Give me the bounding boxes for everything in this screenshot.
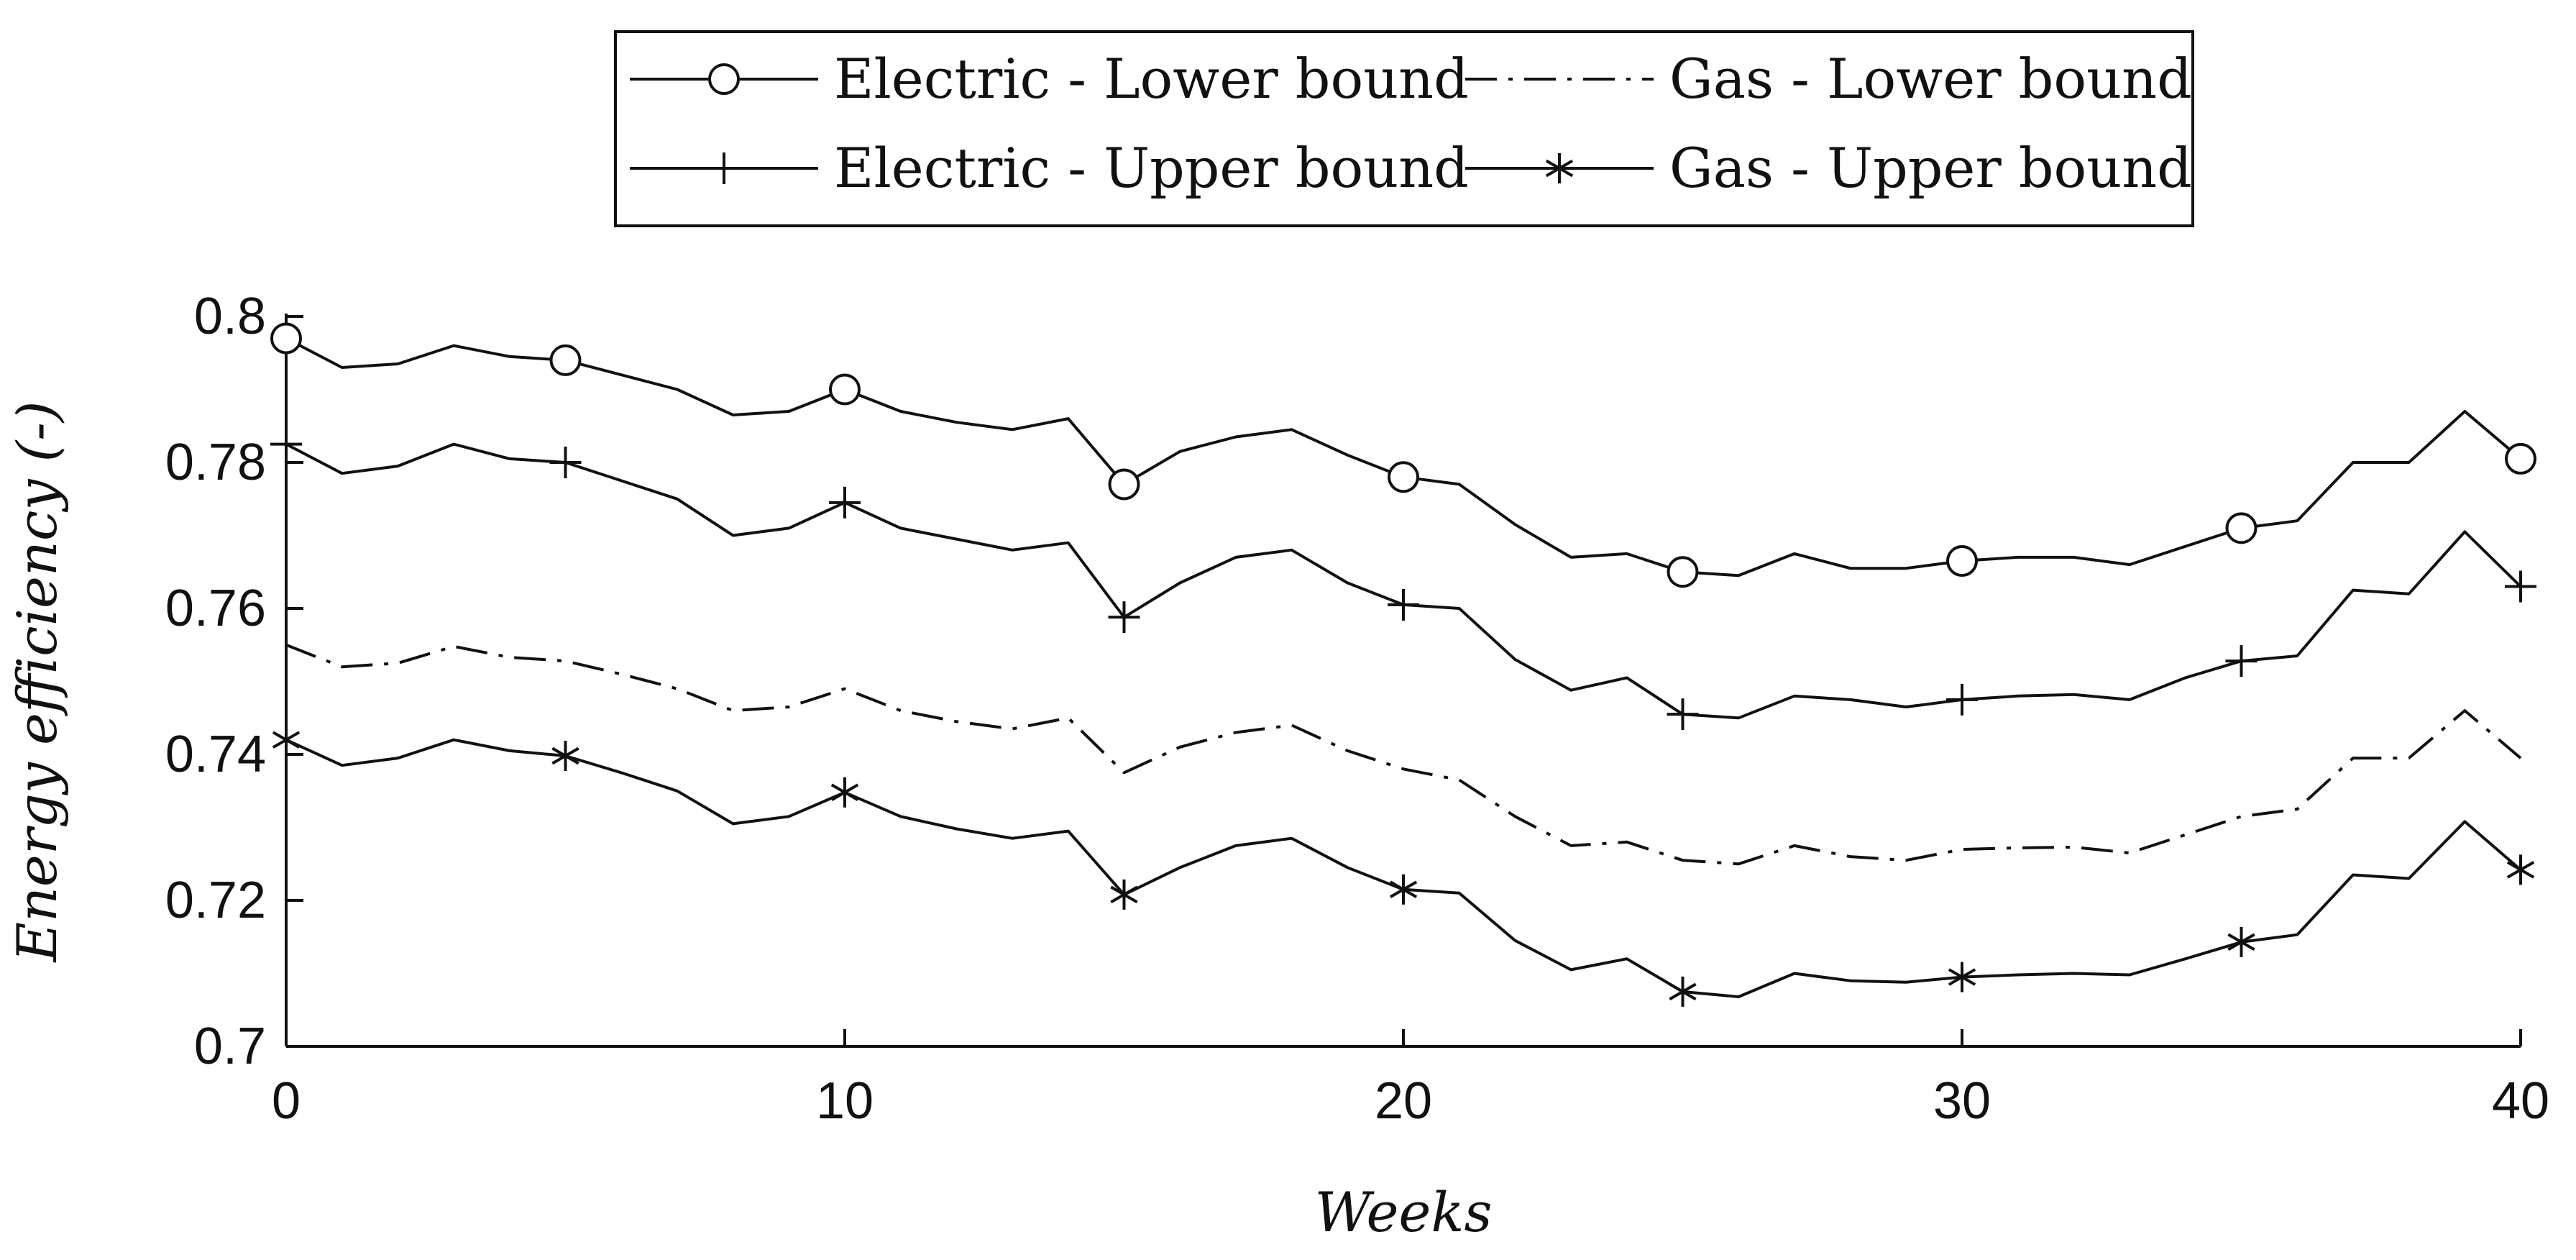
marker-circle-shape [1946,545,1978,578]
y-tick-label-3: 0.76 [165,580,266,637]
legend: Electric - Lower bound Gas - Lower bound E… [614,30,2194,227]
legend-marker-electric-upper-bound [708,152,740,184]
legend-label-electric-upper-bound: Electric - Upper bound [834,136,1469,200]
legend-label-gas-lower-bound: Gas - Lower bound [1669,47,2192,111]
data-point-electric-lower-bound-5 [549,344,582,376]
marker-asterisk-stroke-2 [1110,885,1138,904]
data-point-electric-lower-bound-30 [1946,545,1978,578]
data-point-electric-lower-bound-10 [829,373,861,406]
marker-circle-shape [829,373,861,406]
series-gas-lower-bound [285,643,2522,866]
legend-marker-gas-upper-bound [1545,153,1574,183]
marker-asterisk-stroke-2 [1948,968,1976,986]
x-tick-label-3: 30 [1933,1072,1991,1130]
marker-circle-shape [270,322,302,355]
series-gas-upper-bound [272,724,2535,1007]
axes: 0.7 0.72 0.74 0.76 0.78 0.8 0 10 20 30 40 [165,288,2549,1130]
data-point-gas-upper-bound-15 [1110,879,1138,910]
legend-entry-electric-lower-bound: Electric - Lower bound [630,47,1469,111]
y-axis-title: Energy efficiency (-) [5,401,69,963]
legend-entry-electric-upper-bound: Electric - Upper bound [630,136,1469,200]
data-point-electric-lower-bound-20 [1388,461,1419,493]
marker-asterisk-stroke-2 [1389,880,1418,899]
axis-titles: Weeks Energy efficiency (-) [5,401,1492,1244]
y-tick-label-1: 0.72 [165,872,266,929]
legend-box [614,30,2194,227]
legend-entry-gas-upper-bound: Gas - Upper bound [1465,136,2192,200]
data-point-gas-upper-bound-5 [551,741,579,772]
data-point-gas-upper-bound-20 [1389,874,1418,905]
data-point-electric-lower-bound-40 [2505,442,2536,475]
marker-asterisk-stroke-2 [2506,861,2535,879]
x-tick-label-2: 20 [1375,1072,1432,1130]
y-tick-label-4: 0.78 [165,434,266,491]
x-tick-label-4: 40 [2492,1072,2549,1130]
series-electric-upper-bound [270,428,2536,731]
marker-circle-shape [1388,461,1419,493]
legend-entry-gas-lower-bound: Gas - Lower bound [1465,47,2192,111]
y-tick-label-2: 0.74 [165,726,266,783]
marker-asterisk-stroke-2 [1545,159,1574,178]
marker-asterisk-stroke-2 [272,731,301,749]
x-tick-label-0: 0 [272,1072,301,1130]
data-point-electric-upper-bound-40 [2505,570,2536,603]
y-tick-label-0: 0.7 [194,1018,266,1075]
marker-asterisk-stroke-2 [830,783,859,802]
series-layer [270,322,2536,1007]
series-line-gas-lower-bound [285,643,2522,866]
marker-circle-shape [549,344,582,376]
legend-marker-electric-lower-bound [708,63,740,95]
data-point-electric-upper-bound-0 [270,428,302,460]
marker-circle-shape [708,63,740,95]
data-point-electric-lower-bound-35 [2225,512,2258,544]
data-point-gas-upper-bound-10 [830,777,859,808]
data-point-electric-upper-bound-15 [1108,601,1140,634]
data-point-electric-upper-bound-20 [1388,588,1419,621]
x-tick-label-1: 10 [816,1072,874,1130]
legend-label-electric-lower-bound: Electric - Lower bound [834,47,1469,111]
data-point-electric-upper-bound-25 [1667,698,1699,731]
marker-asterisk-stroke-2 [551,747,579,765]
data-point-electric-lower-bound-15 [1108,468,1140,501]
data-point-gas-upper-bound-40 [2506,854,2535,885]
data-point-electric-lower-bound-25 [1667,556,1699,588]
data-point-gas-upper-bound-25 [1669,976,1697,1007]
x-axis-title: Weeks [1315,1180,1493,1244]
marker-circle-shape [1667,556,1699,588]
series-line-electric-lower-bound [285,337,2522,578]
marker-asterisk-stroke-2 [1669,982,1697,1001]
data-point-electric-upper-bound-5 [549,447,582,478]
legend-label-gas-upper-bound: Gas - Upper bound [1669,136,2192,200]
marker-asterisk-stroke-2 [2227,933,2255,951]
data-point-gas-upper-bound-0 [272,724,301,755]
data-point-electric-upper-bound-30 [1946,683,1978,716]
series-electric-lower-bound [270,322,2536,588]
marker-circle-shape [2225,512,2258,544]
data-point-electric-upper-bound-10 [829,486,861,519]
data-point-gas-upper-bound-35 [2227,926,2255,957]
data-point-gas-upper-bound-30 [1948,962,1976,992]
series-line-gas-upper-bound [285,738,2522,998]
data-point-electric-upper-bound-35 [2225,645,2258,677]
marker-circle-shape [1108,468,1140,501]
data-point-electric-lower-bound-0 [270,322,302,355]
marker-circle-shape [2505,442,2536,475]
y-tick-label-5: 0.8 [194,288,266,345]
